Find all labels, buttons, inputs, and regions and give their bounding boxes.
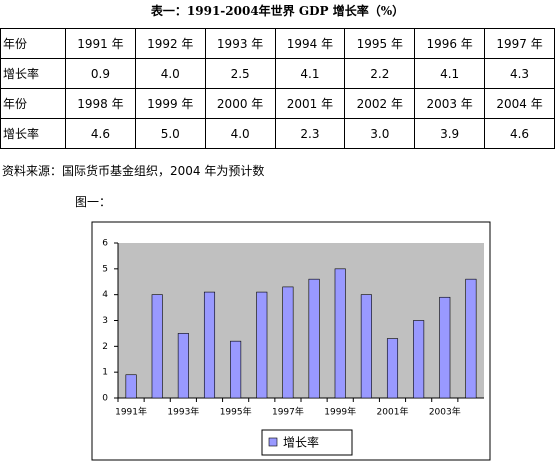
bar xyxy=(177,333,189,399)
table-cell: 4.6 xyxy=(484,118,555,149)
table-cell: 年份 xyxy=(0,88,66,119)
y-tick-label: 3 xyxy=(102,316,108,326)
table-cell: 4.0 xyxy=(204,118,276,149)
bar xyxy=(465,278,477,399)
bar xyxy=(413,320,425,399)
x-tick-label: 1993年 xyxy=(167,406,199,418)
bar xyxy=(439,296,451,399)
bar xyxy=(125,374,137,399)
table-cell: 4.0 xyxy=(134,58,206,89)
table-cell: 增长率 xyxy=(0,118,66,149)
bar xyxy=(230,340,242,399)
bar xyxy=(151,294,163,399)
x-tick-label: 2003年 xyxy=(429,406,461,418)
y-tick-label: 5 xyxy=(102,264,108,274)
legend-swatch xyxy=(268,437,278,447)
x-tick-label: 1991年 xyxy=(115,406,147,418)
table-cell: 0.9 xyxy=(65,58,136,89)
table-cell: 1992 年 xyxy=(134,28,206,59)
y-tick-label: 2 xyxy=(102,342,108,352)
table-cell: 1996 年 xyxy=(414,28,486,59)
bar xyxy=(360,294,372,399)
table-cell: 1991 年 xyxy=(65,28,136,59)
table-row: 增长率 4.6 5.0 4.0 2.3 3.0 3.9 4.6 xyxy=(0,118,555,149)
table-cell: 2002 年 xyxy=(344,88,416,119)
table-cell: 4.6 xyxy=(65,118,136,149)
table-cell: 5.0 xyxy=(134,118,206,149)
table-row: 年份 1998 年 1999 年 2000 年 2001 年 2002 年 2003 年 20… xyxy=(0,88,555,119)
bar xyxy=(386,338,399,399)
bar xyxy=(282,286,294,399)
table-cell: 年份 xyxy=(0,28,66,59)
bar xyxy=(308,278,320,399)
legend-label: 增长率 xyxy=(283,435,319,450)
table-cell: 2.2 xyxy=(344,58,416,89)
table-cell: 1993 年 xyxy=(204,28,276,59)
table-row: 年份 1991 年 1992 年 1993 年 1994 年 1995 年 1996 年 19… xyxy=(0,28,555,59)
table-cell: 2000 年 xyxy=(204,88,276,119)
source-note: 资料来源：国际货币基金组织，2004 年为预计数 xyxy=(2,164,265,178)
figure-label: 图一： xyxy=(75,195,112,209)
x-tick-label: 1997年 xyxy=(272,406,304,418)
table-cell: 4.3 xyxy=(484,58,555,89)
bar xyxy=(256,291,268,399)
y-tick-label: 1 xyxy=(102,368,108,378)
data-table: 年份 1991 年 1992 年 1993 年 1994 年 1995 年 1996 年 19… xyxy=(0,28,555,149)
plot-area xyxy=(118,243,484,398)
x-tick-label: 1995年 xyxy=(220,406,252,418)
table-cell: 3.9 xyxy=(414,118,486,149)
bar xyxy=(334,268,346,399)
bar xyxy=(203,291,216,399)
title: 表一：1991-2004年世界 GDP 增长率（%） xyxy=(150,4,405,18)
x-tick-label: 1999年 xyxy=(324,406,356,418)
x-tick-label: 2001年 xyxy=(377,406,409,418)
y-tick-label: 4 xyxy=(102,290,108,300)
table-cell: 3.0 xyxy=(344,118,416,149)
table-cell: 1999 年 xyxy=(134,88,206,119)
y-tick-label: 0 xyxy=(102,394,108,404)
table-cell: 2.3 xyxy=(274,118,346,149)
table-cell: 1997 年 xyxy=(484,28,555,59)
y-tick-label: 6 xyxy=(102,239,108,249)
